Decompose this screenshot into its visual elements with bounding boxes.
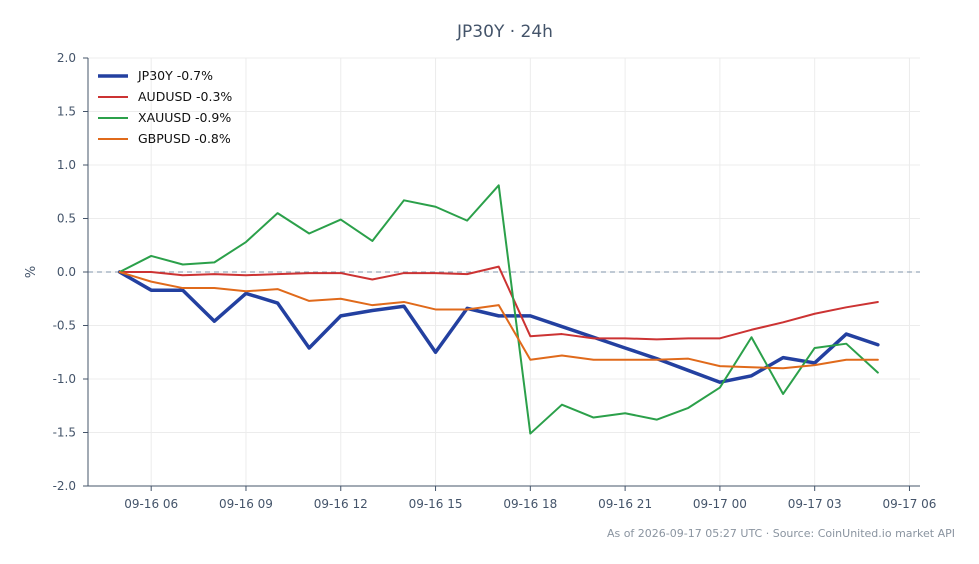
legend-label: JP30Y -0.7%	[137, 68, 213, 83]
legend-label: GBPUSD -0.8%	[138, 131, 231, 146]
y-axis-label: %	[24, 266, 39, 278]
y-tick-label: -1.0	[53, 372, 76, 386]
x-ticks: 09-16 06 09-16 09 09-16 12 09-16 15 09-16 18…	[124, 486, 936, 511]
footer-source: As of 2026-09-17 05:27 UTC · Source: Coi…	[607, 527, 955, 540]
x-tick-label: 09-16 21	[598, 497, 652, 511]
y-tick-label: -1.5	[53, 426, 76, 440]
y-tick-label: 0.0	[57, 265, 76, 279]
series-line-2	[118, 184, 879, 435]
legend-label: AUDUSD -0.3%	[138, 89, 232, 104]
x-tick-label: 09-17 06	[882, 497, 936, 511]
chart-title: JP30Y · 24h	[456, 22, 553, 42]
series-line-3	[118, 271, 879, 370]
y-tick-label: -2.0	[53, 479, 76, 493]
y-ticks: 2.0 1.5 1.0 0.5 0.0 -0.5 -1.0 -1.5 -2.0	[53, 51, 88, 493]
y-tick-label: 1.0	[57, 158, 76, 172]
y-tick-label: 0.5	[57, 212, 76, 226]
x-tick-label: 09-16 09	[219, 497, 273, 511]
y-tick-label: -0.5	[53, 319, 76, 333]
y-tick-label: 1.5	[57, 105, 76, 119]
x-tick-label: 09-16 15	[409, 497, 463, 511]
x-tick-label: 09-17 03	[788, 497, 842, 511]
x-tick-label: 09-16 12	[314, 497, 368, 511]
x-tick-label: 09-16 06	[124, 497, 178, 511]
x-tick-label: 09-16 18	[503, 497, 557, 511]
series-lines	[117, 184, 880, 435]
legend-label: XAUUSD -0.9%	[138, 110, 231, 125]
series-line-1	[118, 265, 879, 341]
x-tick-label: 09-17 00	[693, 497, 747, 511]
series-line-0	[117, 270, 880, 384]
y-tick-label: 2.0	[57, 51, 76, 65]
legend: JP30Y -0.7% AUDUSD -0.3% XAUUSD -0.9% GBPUS…	[98, 68, 232, 146]
